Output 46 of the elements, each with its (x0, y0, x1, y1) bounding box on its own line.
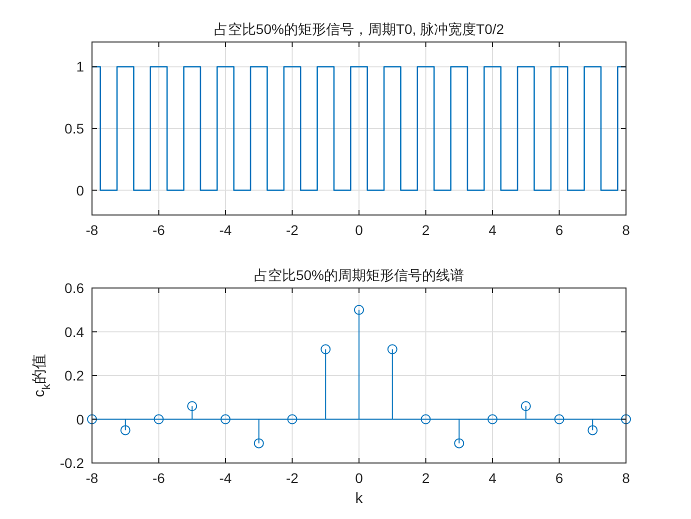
y-tick-label: 0 (76, 182, 84, 198)
x-tick-label: -8 (86, 470, 98, 486)
x-tick-label: 8 (622, 470, 630, 486)
y-tick-label: 0.6 (64, 280, 84, 296)
point (420, 414, 431, 424)
point (454, 438, 464, 448)
y-tick-label: -0.2 (60, 455, 84, 471)
y-tick-label: 0.5 (64, 120, 84, 136)
x-tick-label: 0 (355, 222, 364, 238)
point (220, 414, 230, 424)
point (387, 344, 398, 354)
point (187, 401, 198, 412)
point (621, 414, 631, 424)
y-tick-label: 0.4 (64, 324, 84, 340)
point (254, 438, 264, 448)
x-tick-label: 4 (488, 470, 497, 486)
point (588, 425, 598, 436)
x-tick-label: 0 (355, 470, 364, 486)
x-tick-label: -4 (219, 470, 232, 486)
x-tick-label: -6 (152, 222, 166, 238)
x-axis-title: k (355, 490, 364, 507)
x-tick-label: 2 (422, 470, 430, 486)
x-tick-label: 2 (422, 222, 430, 238)
point (520, 401, 531, 412)
point (320, 344, 331, 354)
point (154, 414, 164, 424)
point (554, 414, 564, 424)
y-tick-label: 1 (76, 58, 84, 75)
y-tick-label: 0 (76, 411, 84, 428)
point (120, 425, 130, 436)
point (354, 304, 364, 315)
y-tick-label: 0.2 (64, 368, 84, 384)
point (87, 414, 97, 424)
x-tick-label: -2 (286, 222, 299, 238)
point (488, 414, 498, 424)
chart-title: 占空比50%的矩形信号，周期T0, 脉冲宽度T0/2 (214, 21, 504, 37)
x-tick-label: 8 (622, 222, 630, 238)
chart-title: 占空比50%的周期矩形信号的线谱 (254, 267, 464, 283)
point (287, 414, 298, 424)
x-tick-label: -2 (286, 470, 299, 486)
x-tick-label: -8 (86, 222, 98, 238)
x-tick-label: -6 (152, 470, 166, 486)
x-tick-label: -4 (219, 222, 232, 238)
x-tick-label: 6 (555, 470, 564, 486)
x-tick-label: 4 (488, 222, 497, 238)
x-tick-label: 6 (555, 222, 564, 238)
